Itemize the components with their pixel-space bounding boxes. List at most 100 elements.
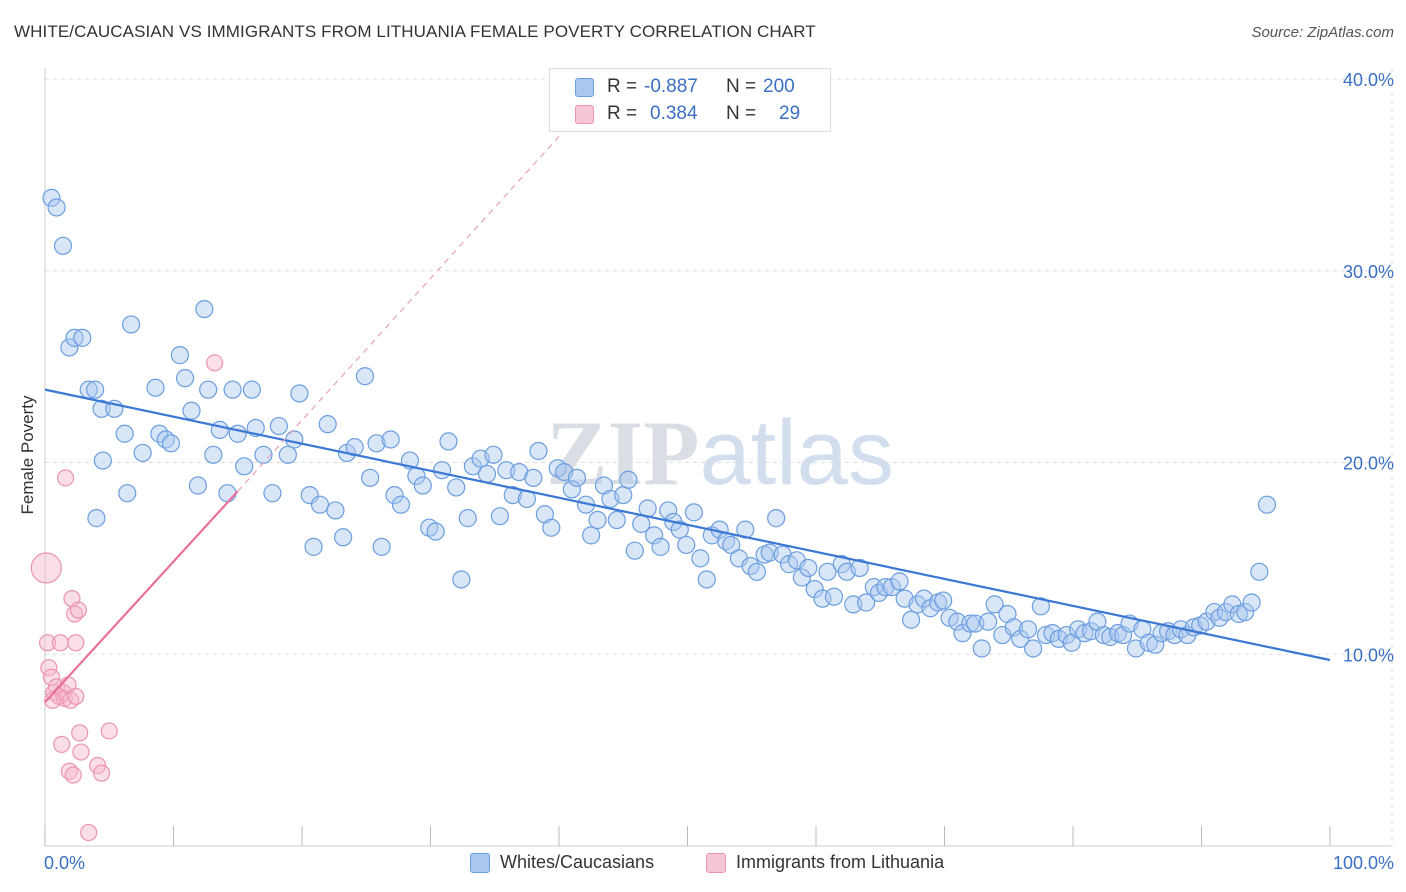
point-lithuania: [38, 634, 57, 652]
point-whites: [182, 401, 201, 420]
point-whites: [934, 591, 953, 610]
point-whites: [381, 430, 400, 449]
legend-swatch-pink: [575, 105, 594, 124]
point-whites: [385, 485, 404, 505]
point-whites: [452, 570, 471, 589]
point-whites: [818, 562, 837, 581]
point-whites: [223, 380, 242, 399]
point-whites: [490, 507, 509, 526]
point-whites: [355, 367, 375, 386]
point-whites: [290, 384, 309, 403]
legend-swatch-lithuania: [706, 853, 726, 873]
point-whites: [263, 484, 282, 503]
point-whites: [269, 416, 288, 436]
point-whites: [524, 468, 543, 487]
legend-r-label: R =: [607, 103, 638, 124]
point-whites: [146, 378, 165, 397]
x-tick-label: 0.0%: [44, 853, 85, 873]
point-whites: [391, 495, 411, 514]
point-lithuania: [71, 724, 89, 742]
point-whites: [1229, 604, 1248, 624]
point-whites: [1139, 633, 1158, 652]
point-whites: [432, 461, 452, 480]
point-whites: [334, 528, 353, 547]
point-whites: [722, 535, 741, 555]
point-whites: [413, 476, 432, 495]
point-whites: [204, 445, 223, 464]
point-lithuania: [206, 354, 224, 372]
point-whites: [426, 522, 445, 541]
point-lithuania: [51, 634, 70, 652]
point-whites: [792, 568, 811, 587]
trend-line-lithuania: [44, 490, 239, 703]
y-tick-label: 10.0%: [1343, 645, 1394, 665]
point-whites: [588, 510, 607, 530]
point-whites: [73, 328, 92, 347]
point-whites: [670, 520, 689, 539]
point-whites: [47, 198, 66, 217]
point-whites: [60, 338, 79, 357]
point-whites: [1250, 562, 1269, 581]
point-whites: [1011, 629, 1030, 649]
point-whites: [65, 328, 84, 347]
point-lithuania: [30, 552, 62, 584]
point-whites: [953, 624, 972, 643]
legend-swatch-whites: [470, 853, 490, 873]
point-whites: [42, 188, 61, 207]
point-whites: [1075, 624, 1094, 643]
point-whites: [210, 420, 229, 440]
source-credit: Source: ZipAtlas.com: [1251, 24, 1394, 41]
point-whites: [697, 570, 716, 589]
point-lithuania: [56, 469, 75, 487]
point-whites: [170, 346, 190, 365]
point-whites: [53, 236, 73, 255]
point-whites: [677, 535, 696, 555]
point-whites: [115, 424, 134, 443]
point-whites: [1146, 635, 1165, 654]
point-whites: [318, 415, 337, 434]
point-whites: [567, 468, 587, 487]
point-lithuania: [40, 659, 58, 677]
point-whites: [1257, 495, 1277, 514]
axes: [44, 68, 1392, 847]
point-whites: [824, 587, 844, 606]
point-whites: [961, 614, 980, 633]
point-whites: [285, 430, 304, 449]
point-whites: [199, 380, 218, 399]
point-whites: [133, 443, 152, 463]
point-whites: [799, 558, 818, 578]
point-whites: [619, 470, 638, 489]
point-lithuania: [64, 766, 82, 784]
point-whites: [87, 509, 106, 528]
legend-bottom: Whites/Caucasians Immigrants from Lithua…: [0, 850, 1406, 878]
chart-title: WHITE/CAUCASIAN VS IMMIGRANTS FROM LITHU…: [14, 22, 816, 41]
legend-r-label: R =: [607, 76, 638, 97]
point-whites: [86, 380, 105, 399]
legend-n-label: N =: [726, 103, 757, 124]
point-lithuania: [67, 687, 85, 706]
point-whites: [747, 562, 766, 581]
point-whites: [92, 399, 111, 418]
point-whites: [890, 572, 909, 591]
legend-n-value: 29: [779, 103, 801, 124]
legend-label-whites: Whites/Caucasians: [500, 852, 655, 872]
point-whites: [439, 432, 458, 451]
point-whites: [562, 480, 581, 499]
point-whites: [767, 509, 786, 528]
y-tick-label: 40.0%: [1343, 70, 1394, 90]
y-tick-label: 20.0%: [1343, 454, 1394, 474]
point-whites: [1024, 639, 1043, 658]
point-whites: [607, 510, 626, 530]
point-whites: [1094, 625, 1113, 645]
point-whites: [651, 537, 670, 556]
legend-n-value: 200: [763, 76, 795, 97]
point-whites: [972, 639, 991, 658]
legend-r-value: 0.384: [650, 103, 698, 124]
point-whites: [175, 369, 195, 388]
point-lithuania: [72, 743, 90, 761]
point-whites: [503, 485, 522, 505]
legend-label-lithuania: Immigrants from Lithuania: [736, 852, 945, 872]
point-whites: [901, 610, 921, 629]
point-whites: [218, 484, 237, 503]
